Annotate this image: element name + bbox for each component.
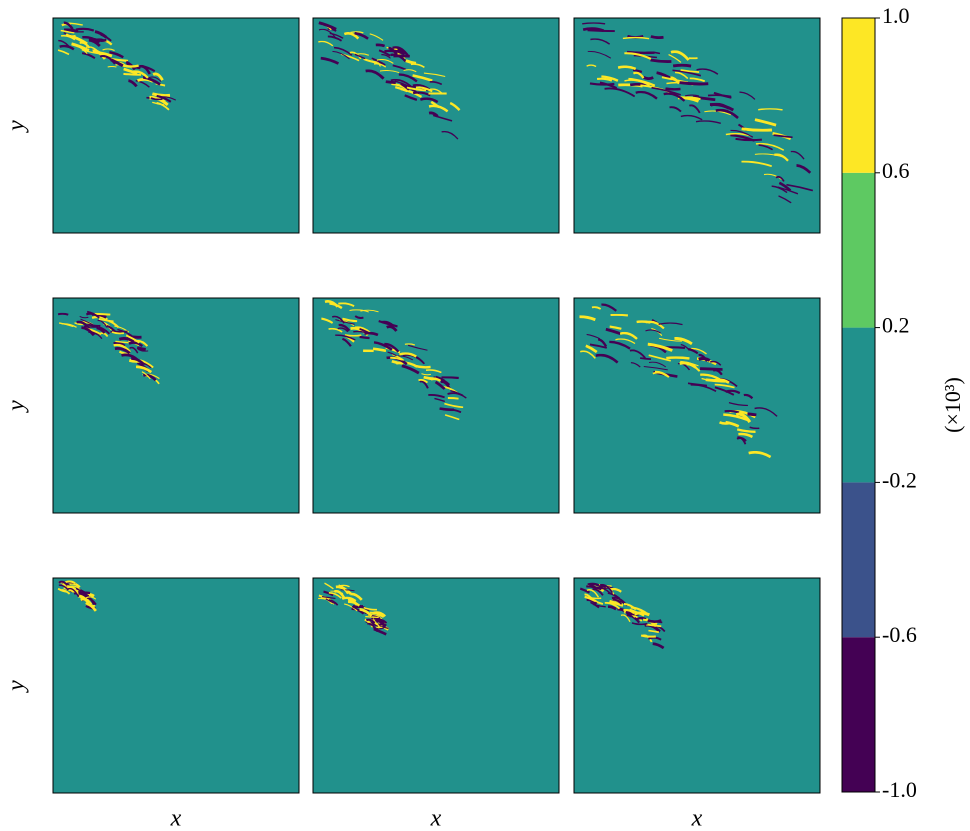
feature-streak (648, 620, 662, 621)
feature-streak (641, 636, 656, 637)
panel (313, 18, 559, 233)
colorbar-tick-label: -0.6 (882, 622, 917, 647)
feature-streak (386, 82, 396, 83)
feature-streak (665, 89, 680, 90)
feature-streak (666, 358, 689, 359)
colorbar-tick-label: -1.0 (882, 777, 917, 802)
panel-background (313, 578, 559, 793)
feature-streak (122, 65, 139, 66)
colorbar-band (842, 173, 875, 328)
panel (313, 298, 559, 513)
y-axis-label: y (4, 680, 30, 693)
feature-streak (643, 77, 653, 78)
feature-streak (650, 60, 671, 62)
feature-streak (448, 398, 459, 399)
colorbar-band (842, 328, 875, 483)
feature-streak (720, 422, 730, 423)
x-axis-label: x (430, 806, 442, 831)
feature-streak (345, 335, 361, 336)
y-axis-label: y (4, 400, 30, 413)
x-axis-label: x (170, 806, 182, 831)
feature-streak (86, 314, 94, 315)
feature-streak (651, 36, 664, 37)
panel (574, 578, 820, 793)
feature-streak (376, 45, 385, 46)
panel-background (53, 18, 299, 233)
panel-background (53, 578, 299, 793)
feature-streak (360, 337, 370, 338)
panel (574, 298, 820, 513)
feature-streak (747, 414, 756, 415)
panel (53, 18, 299, 233)
colorbar-tick-label: 1.0 (882, 3, 910, 28)
feature-streak (440, 409, 454, 410)
y-axis-label: y (4, 120, 30, 133)
feature-streak (441, 377, 458, 378)
feature-streak (108, 66, 117, 67)
x-axis-label: x (691, 806, 703, 831)
feature-streak (742, 129, 772, 130)
panel-background (313, 18, 559, 233)
feature-streak (700, 369, 723, 370)
colorbar-tick-label: 0.2 (882, 313, 910, 338)
colorbar-label: (×10³) (940, 377, 965, 433)
colorbar-tick-label: -0.2 (882, 467, 917, 492)
colorbar-band (842, 482, 875, 637)
feature-streak (673, 65, 691, 66)
panel-background (574, 578, 820, 793)
feature-streak (640, 358, 651, 359)
feature-streak (152, 94, 170, 96)
panel-background (574, 18, 820, 233)
panel (574, 18, 820, 233)
colorbar-tick-label: 0.6 (882, 158, 910, 183)
feature-streak (680, 83, 709, 84)
feature-streak (123, 74, 141, 75)
colorbar-band (842, 18, 875, 173)
feature-streak (611, 315, 628, 316)
panel (313, 578, 559, 793)
colorbar-band (842, 637, 875, 792)
panel-background (313, 298, 559, 513)
chart: y y y x x x -1.0 -0.6 -0.2 0.2 0.6 1.0 (×10³) (0, 0, 970, 831)
panel (53, 298, 299, 513)
feature-streak (415, 366, 431, 367)
feature-streak (637, 322, 651, 323)
feature-streak (58, 314, 68, 315)
feature-streak (84, 326, 98, 327)
panel (53, 578, 299, 793)
